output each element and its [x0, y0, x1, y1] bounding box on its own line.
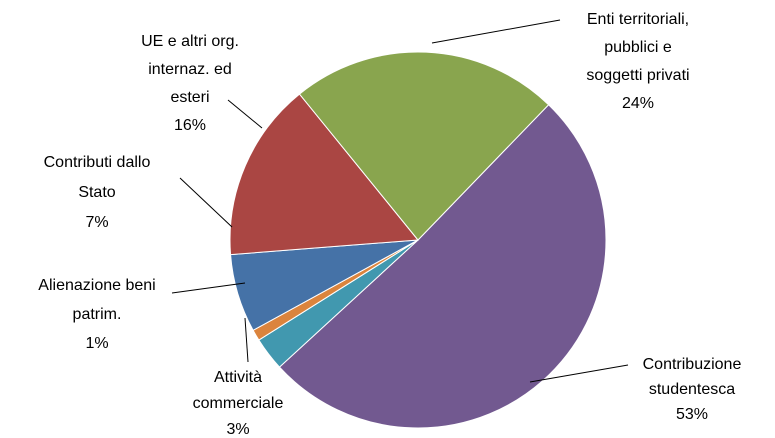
value-label: 24% [622, 95, 654, 112]
slice-label: Alienazione beni [38, 277, 155, 294]
slice-label: Contributi dallo [44, 154, 151, 171]
value-label: 3% [226, 421, 249, 438]
pie-slice [278, 104, 607, 429]
leader-line [244, 317, 249, 363]
pie-slice [229, 93, 419, 256]
value-label: 16% [174, 117, 206, 134]
leader-line [171, 282, 246, 294]
slice-label: Contribuzione [643, 356, 742, 373]
slice-label: soggetti privati [586, 67, 689, 84]
value-label: 1% [85, 335, 108, 352]
slice-label: commerciale [193, 395, 284, 412]
slice-label: Stato [78, 184, 115, 201]
slice-label: UE e altri org. [141, 33, 239, 50]
slice-label: esteri [170, 89, 209, 106]
leader-line [179, 177, 233, 228]
leader-line [431, 19, 561, 44]
slice-label: Enti territoriali, [587, 11, 689, 28]
leader-line [529, 364, 629, 383]
slice-label: studentesca [649, 381, 735, 398]
slice-label: patrim. [73, 306, 122, 323]
leader-line [227, 99, 263, 129]
slice-label: Attività [214, 369, 262, 386]
pie-slice [298, 51, 550, 241]
slice-label: internaz. ed [148, 61, 232, 78]
value-label: 7% [85, 214, 108, 231]
value-label: 53% [676, 406, 708, 423]
slice-label: pubblici e [604, 39, 672, 56]
